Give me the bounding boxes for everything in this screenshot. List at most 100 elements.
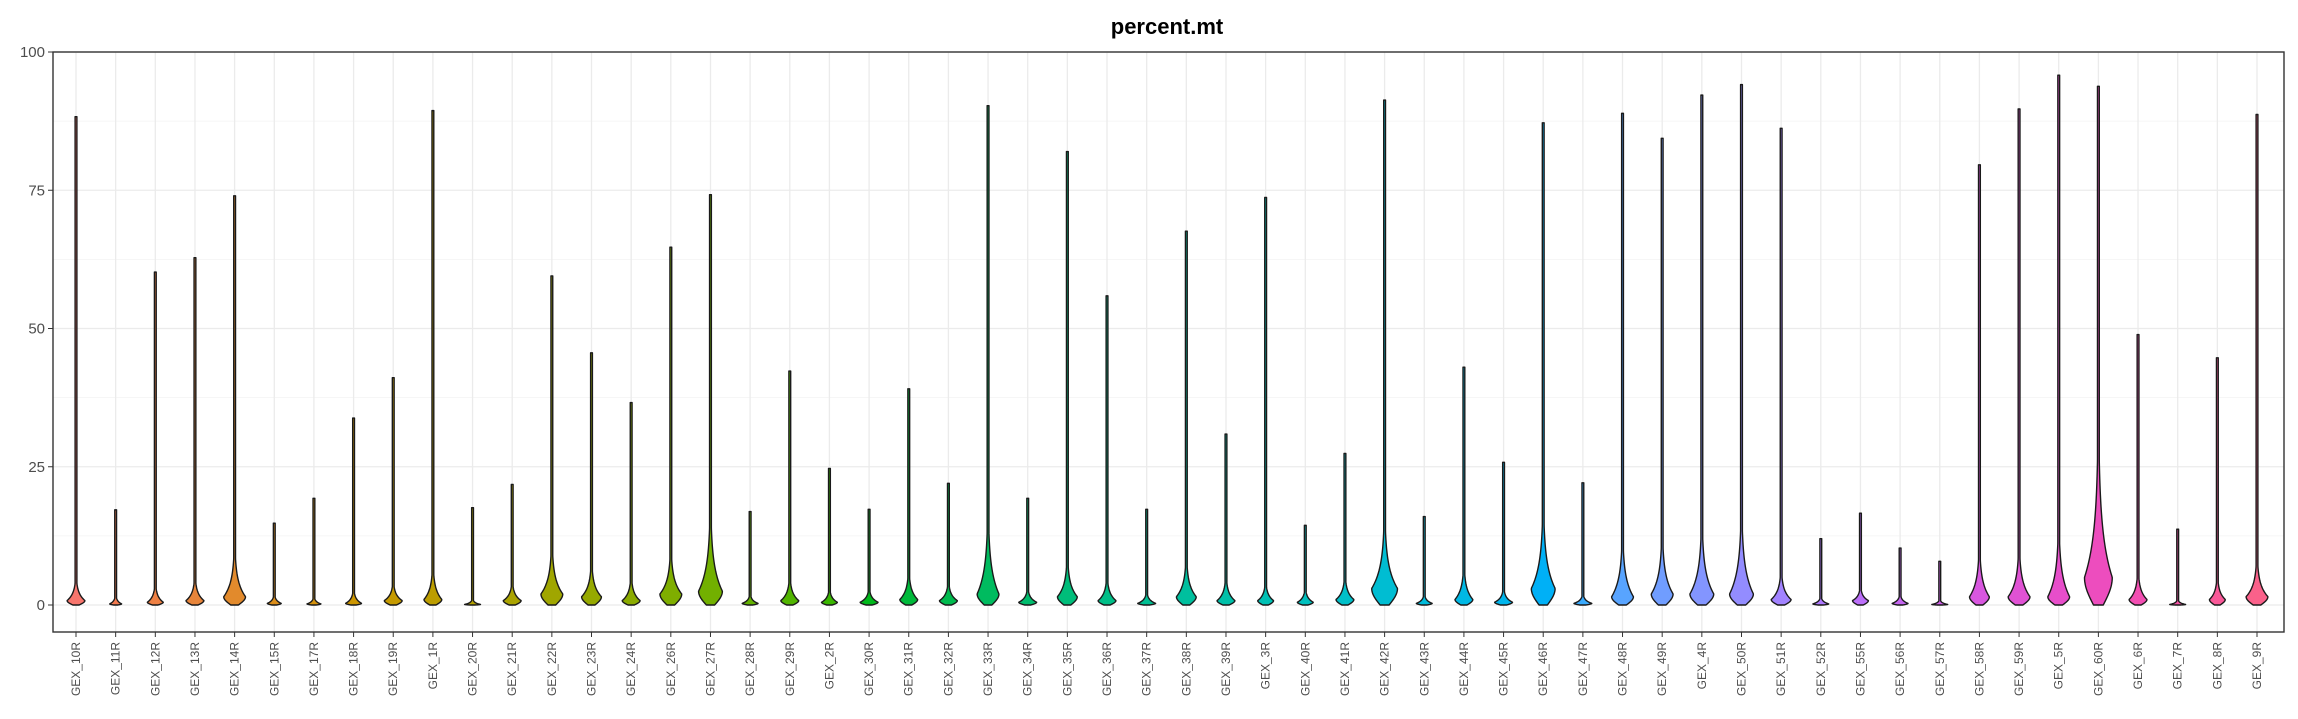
x-tick-label-GEX_6R: GEX_6R: [2131, 642, 2145, 690]
x-tick-label-GEX_35R: GEX_35R: [1060, 642, 1074, 696]
x-tick-label-GEX_3R: GEX_3R: [1259, 642, 1273, 690]
violin-GEX_4R: [1689, 94, 1715, 606]
x-tick-label-GEX_10R: GEX_10R: [69, 642, 83, 696]
x-tick-label-GEX_12R: GEX_12R: [148, 642, 162, 696]
x-tick-label-GEX_38R: GEX_38R: [1179, 642, 1193, 696]
violin-GEX_19R: [383, 377, 403, 606]
x-tick-label-GEX_37R: GEX_37R: [1140, 642, 1154, 696]
x-tick-label-GEX_58R: GEX_58R: [1972, 642, 1986, 696]
violin-GEX_12R: [146, 271, 164, 606]
x-tick-label-GEX_47R: GEX_47R: [1576, 642, 1590, 696]
x-tick-label-GEX_57R: GEX_57R: [1933, 642, 1947, 696]
grid-lines: [53, 51, 2284, 632]
x-tick-label-GEX_29R: GEX_29R: [783, 642, 797, 696]
violin-GEX_39R: [1216, 433, 1236, 606]
x-tick-label-GEX_17R: GEX_17R: [307, 642, 321, 696]
violin-GEX_17R: [306, 497, 322, 606]
violin-GEX_33R: [976, 104, 1000, 606]
violin-GEX_45R: [1493, 461, 1514, 606]
violin-GEX_50R: [1728, 83, 1755, 606]
x-tick-label-GEX_13R: GEX_13R: [188, 642, 202, 696]
violin-GEX_29R: [780, 370, 800, 606]
x-tick-label-GEX_45R: GEX_45R: [1497, 642, 1511, 696]
violin-GEX_6R: [2128, 333, 2148, 606]
x-tick-label-GEX_44R: GEX_44R: [1457, 642, 1471, 696]
violin-GEX_26R: [659, 246, 683, 606]
violin-GEX_14R: [223, 195, 247, 606]
y-axis: 0 25 50 75 100: [20, 44, 53, 614]
x-tick-label-GEX_1R: GEX_1R: [426, 642, 440, 690]
violin-GEX_38R: [1175, 230, 1197, 606]
violin-GEX_2R: [820, 467, 839, 606]
violin-GEX_41R: [1335, 452, 1355, 606]
x-tick-label-GEX_33R: GEX_33R: [981, 642, 995, 696]
violin-GEX_27R: [697, 193, 724, 606]
x-tick-label-GEX_26R: GEX_26R: [664, 642, 678, 696]
violin-GEX_35R: [1056, 150, 1078, 606]
x-tick-label-GEX_41R: GEX_41R: [1338, 642, 1352, 696]
x-tick-label-GEX_56R: GEX_56R: [1893, 642, 1907, 696]
x-tick-label-GEX_59R: GEX_59R: [2012, 642, 2026, 696]
violin-GEX_1R: [423, 109, 443, 606]
violin-GEX_48R: [1610, 112, 1635, 606]
x-tick-label-GEX_40R: GEX_40R: [1298, 642, 1312, 696]
x-tick-label-GEX_48R: GEX_48R: [1616, 642, 1630, 696]
violin-GEX_40R: [1296, 524, 1314, 606]
x-tick-label-GEX_14R: GEX_14R: [228, 642, 242, 696]
x-tick-label-GEX_30R: GEX_30R: [862, 642, 876, 696]
y-tick-label-0: 0: [37, 597, 45, 614]
violin-GEX_55R: [1851, 512, 1870, 606]
x-tick-label-GEX_7R: GEX_7R: [2171, 642, 2185, 690]
x-tick-label-GEX_8R: GEX_8R: [2210, 642, 2224, 690]
violin-GEX_37R: [1137, 508, 1157, 606]
x-tick-label-GEX_28R: GEX_28R: [743, 642, 757, 696]
x-tick-label-GEX_52R: GEX_52R: [1814, 642, 1828, 696]
violin-layer: [66, 74, 2269, 606]
x-tick-label-GEX_46R: GEX_46R: [1536, 642, 1550, 696]
x-tick-label-GEX_22R: GEX_22R: [545, 642, 559, 696]
violin-GEX_22R: [540, 275, 564, 606]
violin-GEX_7R: [2169, 528, 2187, 606]
violin-GEX_18R: [344, 417, 363, 606]
x-tick-label-GEX_18R: GEX_18R: [347, 642, 361, 696]
x-tick-label-GEX_15R: GEX_15R: [267, 642, 281, 696]
violin-GEX_24R: [621, 401, 641, 606]
x-tick-label-GEX_36R: GEX_36R: [1100, 642, 1114, 696]
x-tick-label-GEX_50R: GEX_50R: [1734, 642, 1748, 696]
violin-GEX_28R: [741, 510, 759, 606]
violin-GEX_10R: [66, 116, 86, 606]
violin-GEX_32R: [938, 482, 959, 606]
x-tick-label-GEX_19R: GEX_19R: [386, 642, 400, 696]
violin-GEX_52R: [1812, 537, 1830, 606]
x-tick-label-GEX_2R: GEX_2R: [822, 642, 836, 690]
violin-GEX_49R: [1650, 137, 1674, 606]
x-tick-label-GEX_23R: GEX_23R: [585, 642, 599, 696]
y-tick-label-75: 75: [28, 182, 45, 199]
x-tick-label-GEX_11R: GEX_11R: [109, 642, 123, 695]
x-tick-label-GEX_20R: GEX_20R: [466, 642, 480, 696]
x-tick-label-GEX_51R: GEX_51R: [1774, 642, 1788, 696]
x-tick-label-GEX_55R: GEX_55R: [1853, 642, 1867, 696]
x-tick-label-GEX_21R: GEX_21R: [505, 642, 519, 696]
violin-GEX_5R: [2047, 74, 2071, 606]
chart-title: percent.mt: [1111, 14, 1224, 39]
x-tick-label-GEX_43R: GEX_43R: [1417, 642, 1431, 696]
violin-GEX_13R: [185, 257, 205, 606]
violin-GEX_20R: [463, 506, 482, 606]
violin-GEX_59R: [2007, 108, 2031, 606]
plot-panel-border: [52, 51, 2285, 633]
violin-GEX_36R: [1097, 295, 1117, 606]
x-tick-label-GEX_42R: GEX_42R: [1378, 642, 1392, 696]
x-tick-label-GEX_5R: GEX_5R: [2052, 642, 2066, 690]
x-tick-label-GEX_4R: GEX_4R: [1695, 642, 1709, 690]
violin-GEX_60R: [2083, 85, 2113, 606]
x-tick-label-GEX_9R: GEX_9R: [2250, 642, 2264, 690]
x-tick-label-GEX_39R: GEX_39R: [1219, 642, 1233, 696]
violin-GEX_31R: [899, 388, 919, 606]
violin-GEX_57R: [1931, 560, 1949, 606]
violin-GEX_15R: [266, 522, 282, 606]
x-tick-label-GEX_24R: GEX_24R: [624, 642, 638, 696]
y-tick-label-50: 50: [28, 321, 45, 338]
